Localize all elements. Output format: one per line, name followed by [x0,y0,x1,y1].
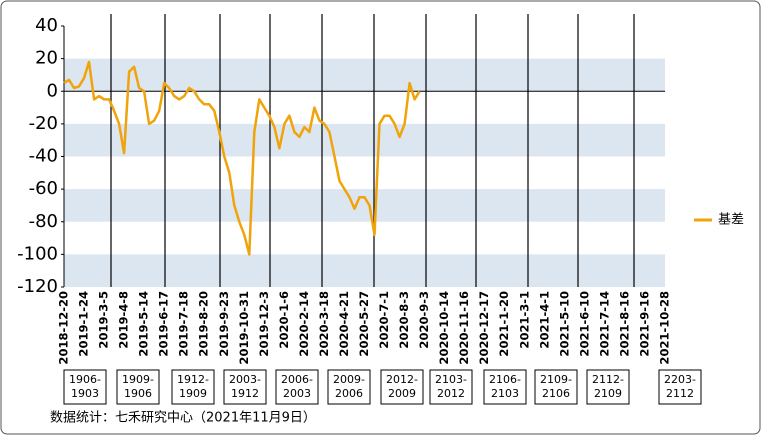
x-tick-label: 2019-4-8 [117,291,131,349]
x-tick-label: 2021-10-28 [658,291,672,365]
contract-box [586,369,630,405]
contract-label: 2106 [542,387,570,400]
x-tick-label: 2019-10-31 [237,291,251,365]
contract-box [380,369,424,405]
contract-box [116,369,160,405]
x-tick-label: 2020-3-18 [317,291,331,357]
contract-label: 2112- [592,373,624,386]
x-tick-label: 2021-4-1 [537,291,551,349]
x-tick-label: 2019-12-3 [257,291,271,357]
source-note: 数据统计：七禾研究中心（2021年11月9日） [50,411,316,426]
contract-label: 2012- [386,373,418,386]
y-tick-label: -60 [29,178,58,199]
x-tick-label: 2021-3-1 [517,291,531,349]
x-tick-label: 2020-11-16 [457,291,471,365]
x-tick-label: 2020-7-1 [377,291,391,349]
x-tick-label: 2019-1-24 [77,291,91,357]
x-tick-label: 2019-7-18 [177,291,191,357]
y-tick-label: 0 [47,80,58,101]
contract-label: 2003 [283,387,311,400]
contract-label: 2203- [664,373,696,386]
x-tick-label: 2021-5-10 [557,291,571,357]
contract-label: 2112 [666,387,694,400]
contract-label: 1906- [69,373,101,386]
x-tick-label: 2020-8-3 [397,291,411,349]
x-tick-label: 2019-9-23 [217,291,231,357]
contract-label: 2109 [594,387,622,400]
contract-label: 2006 [335,387,363,400]
contract-box [223,369,267,405]
contract-label: 1912 [231,387,259,400]
x-tick-label: 2020-4-21 [337,291,351,357]
contract-box [63,369,107,405]
contract-box [534,369,578,405]
x-tick-label: 2020-2-14 [297,291,311,357]
grid-band [64,189,665,222]
legend-label: 基差 [718,213,744,228]
y-tick-label: -80 [29,211,58,232]
contract-label: 2009 [388,387,416,400]
x-tick-label: 2019-6-17 [157,291,171,357]
x-tick-label: 2021-9-16 [637,291,651,357]
contract-box [275,369,319,405]
contract-label: 2003- [229,373,261,386]
contract-label: 2006- [281,373,313,386]
contract-label: 2012 [437,387,465,400]
x-tick-label: 2021-8-16 [617,291,631,357]
contract-box [327,369,371,405]
x-tick-label: 2019-5-14 [137,291,151,357]
contract-label: 2103 [491,387,519,400]
x-tick-label: 2019-3-5 [97,291,111,349]
contract-label: 2103- [435,373,467,386]
grid-band [64,58,665,92]
contract-box [658,369,702,405]
x-tick-label: 2021-7-14 [597,291,611,357]
contract-switch-lines [110,14,635,287]
x-tick-label: 2021-1-20 [497,291,511,357]
contract-label: 2109- [540,373,572,386]
series-line [63,60,421,256]
x-tick-label: 2020-10-14 [437,291,451,365]
contract-box [483,369,527,405]
x-tick-label: 2020-1-6 [277,291,291,349]
y-tick-label: -100 [17,243,58,264]
x-tick-label: 2019-8-20 [197,291,211,357]
x-tick-label: 2020-12-17 [477,291,491,365]
contract-label: 1909 [179,387,207,400]
y-tick-label: -20 [29,113,58,134]
grid-band [64,254,665,287]
grid-band [64,123,665,157]
x-tick-label: 2020-9-3 [417,291,431,349]
contract-label: 2009- [333,373,365,386]
contract-box [429,369,473,405]
contract-label: 1906 [124,387,152,400]
contract-box [171,369,215,405]
y-tick-label: -120 [17,276,58,297]
contract-label: 1912- [177,373,209,386]
contract-label: 2106- [489,373,521,386]
y-tick-label: 40 [35,15,58,36]
x-tick-label: 2020-5-27 [357,291,371,357]
x-tick-label: 2021-6-10 [577,291,591,357]
contract-label: 1903 [71,387,99,400]
contract-label: 1909- [122,373,154,386]
y-tick-label: -40 [29,146,58,167]
y-tick-label: 20 [35,48,58,69]
x-tick-label: 2018-12-20 [57,291,71,365]
